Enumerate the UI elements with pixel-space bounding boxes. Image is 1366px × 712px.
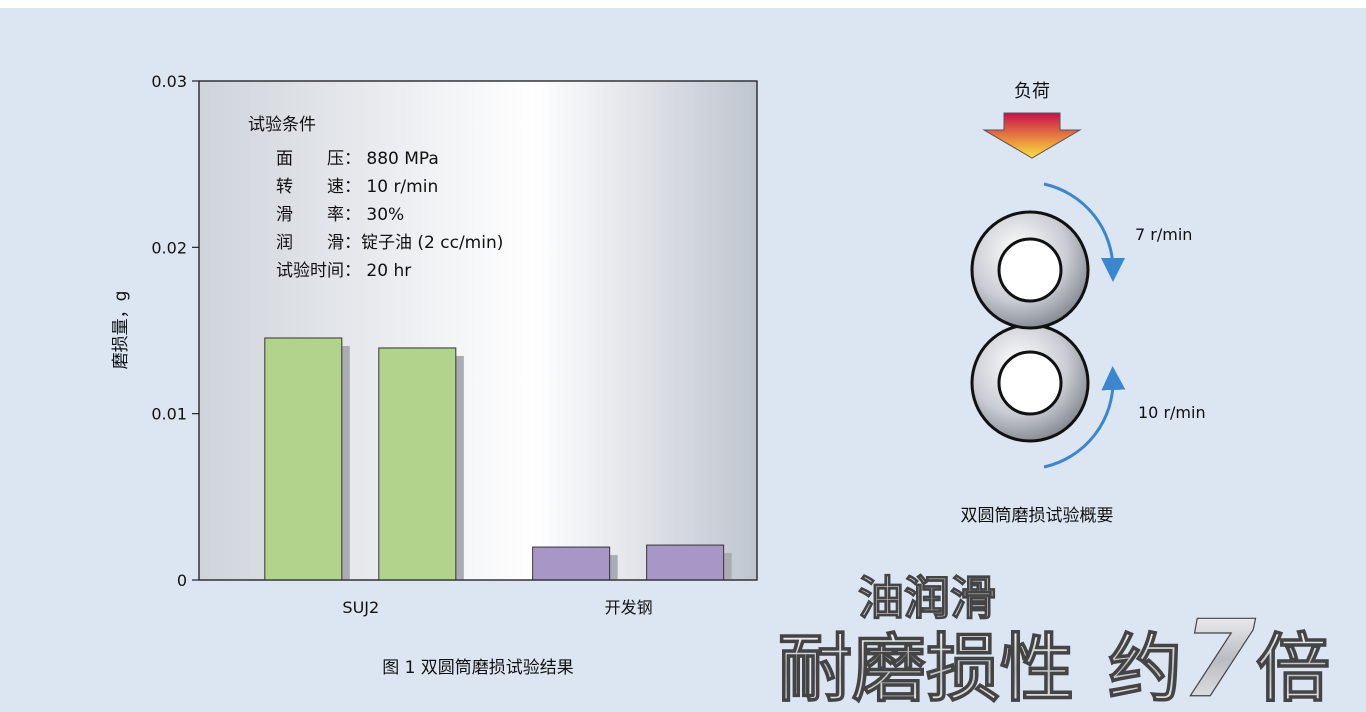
y-tick-label: 0.03: [151, 72, 187, 91]
headline-part: 约: [1108, 626, 1182, 712]
bar: [646, 544, 725, 581]
annotation-line: 转 速： 10 r/min: [276, 177, 438, 197]
bar: [264, 337, 343, 581]
diagram-caption: 双圆筒磨损试验概要: [961, 506, 1114, 526]
annotation-line: 滑 率： 30%: [276, 205, 404, 225]
lower-rotation-arrow: [1043, 366, 1126, 469]
lower-bore: [997, 350, 1063, 416]
headline-number: 7: [1182, 598, 1256, 712]
bar: [532, 546, 611, 581]
annotation-line: 面 压： 880 MPa: [276, 149, 439, 169]
plot-area: [198, 80, 758, 581]
bar: [378, 347, 457, 581]
lower-speed: 10 r/min: [1138, 403, 1206, 422]
headline-part: 耐磨损性: [778, 626, 1074, 712]
chart: 0 0.01 0.02 0.03 面 压： 880 MPa 转 速： 10 r/min 滑 …: [151, 72, 758, 617]
x-tick-label: SUJ2: [342, 598, 379, 617]
headline-line1: 油润滑: [858, 571, 996, 625]
y-tick-label: 0.01: [151, 405, 187, 424]
y-axis-label: 磨损量，g: [111, 291, 131, 370]
headline-part: 倍: [1256, 626, 1330, 712]
annotation-line: 润 滑：锭子油 (2 cc/min): [276, 233, 503, 253]
y-tick-label: 0.02: [151, 238, 187, 257]
y-tick-label: 0: [177, 571, 187, 590]
x-tick-label: 开发钢: [605, 598, 653, 617]
chart-caption: 图 1 双圆筒磨损试验结果: [382, 658, 574, 678]
diagram: 负荷 7 r/min 10 r/min 双圆筒磨损试验概要: [961, 81, 1206, 526]
load-label: 负荷: [1014, 81, 1050, 102]
annotation-title: 试验条件: [248, 115, 316, 135]
upper-speed: 7 r/min: [1135, 225, 1192, 244]
load-arrow: [982, 112, 1082, 159]
upper-bore: [997, 237, 1063, 303]
annotation-line: 试验时间： 20 hr: [276, 261, 411, 281]
upper-rotation-arrow: [1043, 182, 1126, 282]
